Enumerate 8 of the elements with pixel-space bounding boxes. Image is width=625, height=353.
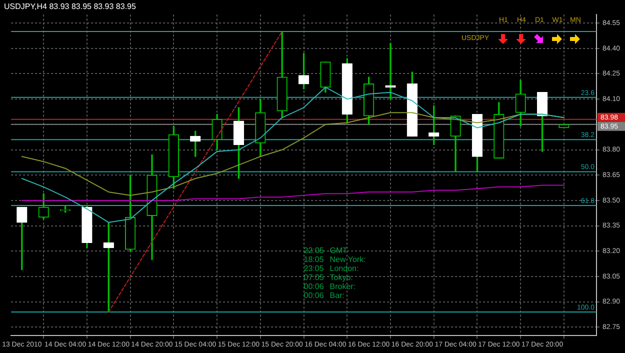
annotation: 23:05 London: <box>304 264 359 273</box>
annotation: 00:06 Broker: <box>304 282 356 291</box>
annotation: 00:06 Bar: <box>304 290 344 300</box>
annotation: 18:05 New York: <box>304 254 366 264</box>
chart-title: USDJPY,H4 83.93 83.95 83.93 83.95 <box>4 2 136 12</box>
annotation: 22:05 GMT <box>304 246 348 255</box>
annotation: 07:05 Tokyo: <box>304 272 353 282</box>
candlestick <box>16 206 28 270</box>
